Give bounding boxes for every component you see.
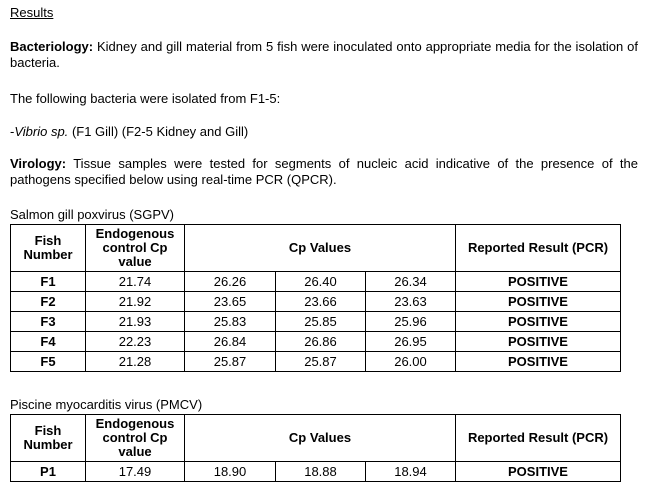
table-row-f4: F4 22.23 26.84 26.86 26.95 POSITIVE [10,331,621,352]
table-row-f2: F2 21.92 23.65 23.66 23.63 POSITIVE [10,291,621,312]
pmcv-table-caption: Piscine myocarditis virus (PMCV) [10,397,203,412]
results-heading: Results [10,5,54,20]
cp-value-cell: 25.87 [275,351,366,372]
vibrio-detail: (F1 Gill) (F2-5 Kidney and Gill) [71,123,249,139]
bacteriology-text: Kidney and gill material from 5 fish wer… [10,39,638,70]
bacteriology-paragraph: Bacteriology: Kidney and gill material f… [10,39,638,70]
fish-number-cell: P1 [10,461,86,482]
fish-number-cell: F4 [10,331,86,352]
result-cell: POSITIVE [455,331,621,352]
result-cell: POSITIVE [455,311,621,332]
virology-label: Virology: [10,156,67,171]
cp-value-cell: 26.95 [365,331,456,352]
fish-number-cell: F5 [10,351,86,372]
pmcv-section: Piscine myocarditis virus (PMCV) Fish Nu… [10,397,638,482]
endogenous-cp-cell: 21.74 [85,271,185,292]
endogenous-cp-cell: 21.92 [85,291,185,312]
cp-value-cell: 18.90 [184,461,276,482]
endogenous-cp-cell: 22.23 [85,331,185,352]
pmcv-table: Fish Number Endogenous control Cp value … [10,414,621,482]
cp-value-cell: 25.96 [365,311,456,332]
endogenous-cp-cell: 17.49 [85,461,185,482]
result-cell: POSITIVE [455,461,621,482]
result-cell: POSITIVE [455,271,621,292]
vibrio-paragraph: -Vibrio sp. (F1 Gill) (F2-5 Kidney and G… [10,124,638,140]
cp-value-cell: 26.84 [184,331,276,352]
bacteriology-label: Bacteriology: [10,39,94,54]
sgpv-section: Salmon gill poxvirus (SGPV) Fish Number … [10,207,638,372]
cp-value-cell: 26.86 [275,331,366,352]
reported-result-header: Reported Result (PCR) [455,414,621,462]
sgpv-table: Fish Number Endogenous control Cp value … [10,224,621,372]
result-cell: POSITIVE [455,291,621,312]
cp-values-header: Cp Values [184,224,456,272]
cp-value-cell: 18.88 [275,461,366,482]
fish-number-cell: F2 [10,291,86,312]
cp-value-cell: 26.40 [275,271,366,292]
cp-value-cell: 18.94 [365,461,456,482]
cp-value-cell: 23.63 [365,291,456,312]
virology-text: Tissue samples were tested for segments … [10,156,638,187]
fish-number-header: Fish Number [10,224,86,272]
fish-number-cell: F1 [10,271,86,292]
sgpv-header-row: Fish Number Endogenous control Cp value … [10,224,621,272]
fish-number-header: Fish Number [10,414,86,462]
cp-value-cell: 25.85 [275,311,366,332]
table-row-f1: F1 21.74 26.26 26.40 26.34 POSITIVE [10,271,621,292]
cp-value-cell: 23.66 [275,291,366,312]
reported-result-header: Reported Result (PCR) [455,224,621,272]
vibrio-prefix: - [10,123,15,139]
result-cell: POSITIVE [455,351,621,372]
cp-value-cell: 25.83 [184,311,276,332]
table-row-f3: F3 21.93 25.83 25.85 25.96 POSITIVE [10,311,621,332]
cp-value-cell: 26.34 [365,271,456,292]
endogenous-control-header: Endogenous control Cp value [85,224,185,272]
cp-values-header: Cp Values [184,414,456,462]
vibrio-species: Vibrio sp. [14,123,69,139]
fish-number-cell: F3 [10,311,86,332]
pmcv-header-row: Fish Number Endogenous control Cp value … [10,414,621,462]
cp-value-cell: 26.26 [184,271,276,292]
cp-value-cell: 23.65 [184,291,276,312]
endogenous-control-header: Endogenous control Cp value [85,414,185,462]
virology-paragraph: Virology: Tissue samples were tested for… [10,156,638,187]
endogenous-cp-cell: 21.28 [85,351,185,372]
sgpv-table-caption: Salmon gill poxvirus (SGPV) [10,207,174,222]
cp-value-cell: 25.87 [184,351,276,372]
table-row-p1: P1 17.49 18.90 18.88 18.94 POSITIVE [10,461,621,482]
endogenous-cp-cell: 21.93 [85,311,185,332]
table-row-f5: F5 21.28 25.87 25.87 26.00 POSITIVE [10,351,621,372]
isolation-line: The following bacteria were isolated fro… [10,91,281,106]
cp-value-cell: 26.00 [365,351,456,372]
